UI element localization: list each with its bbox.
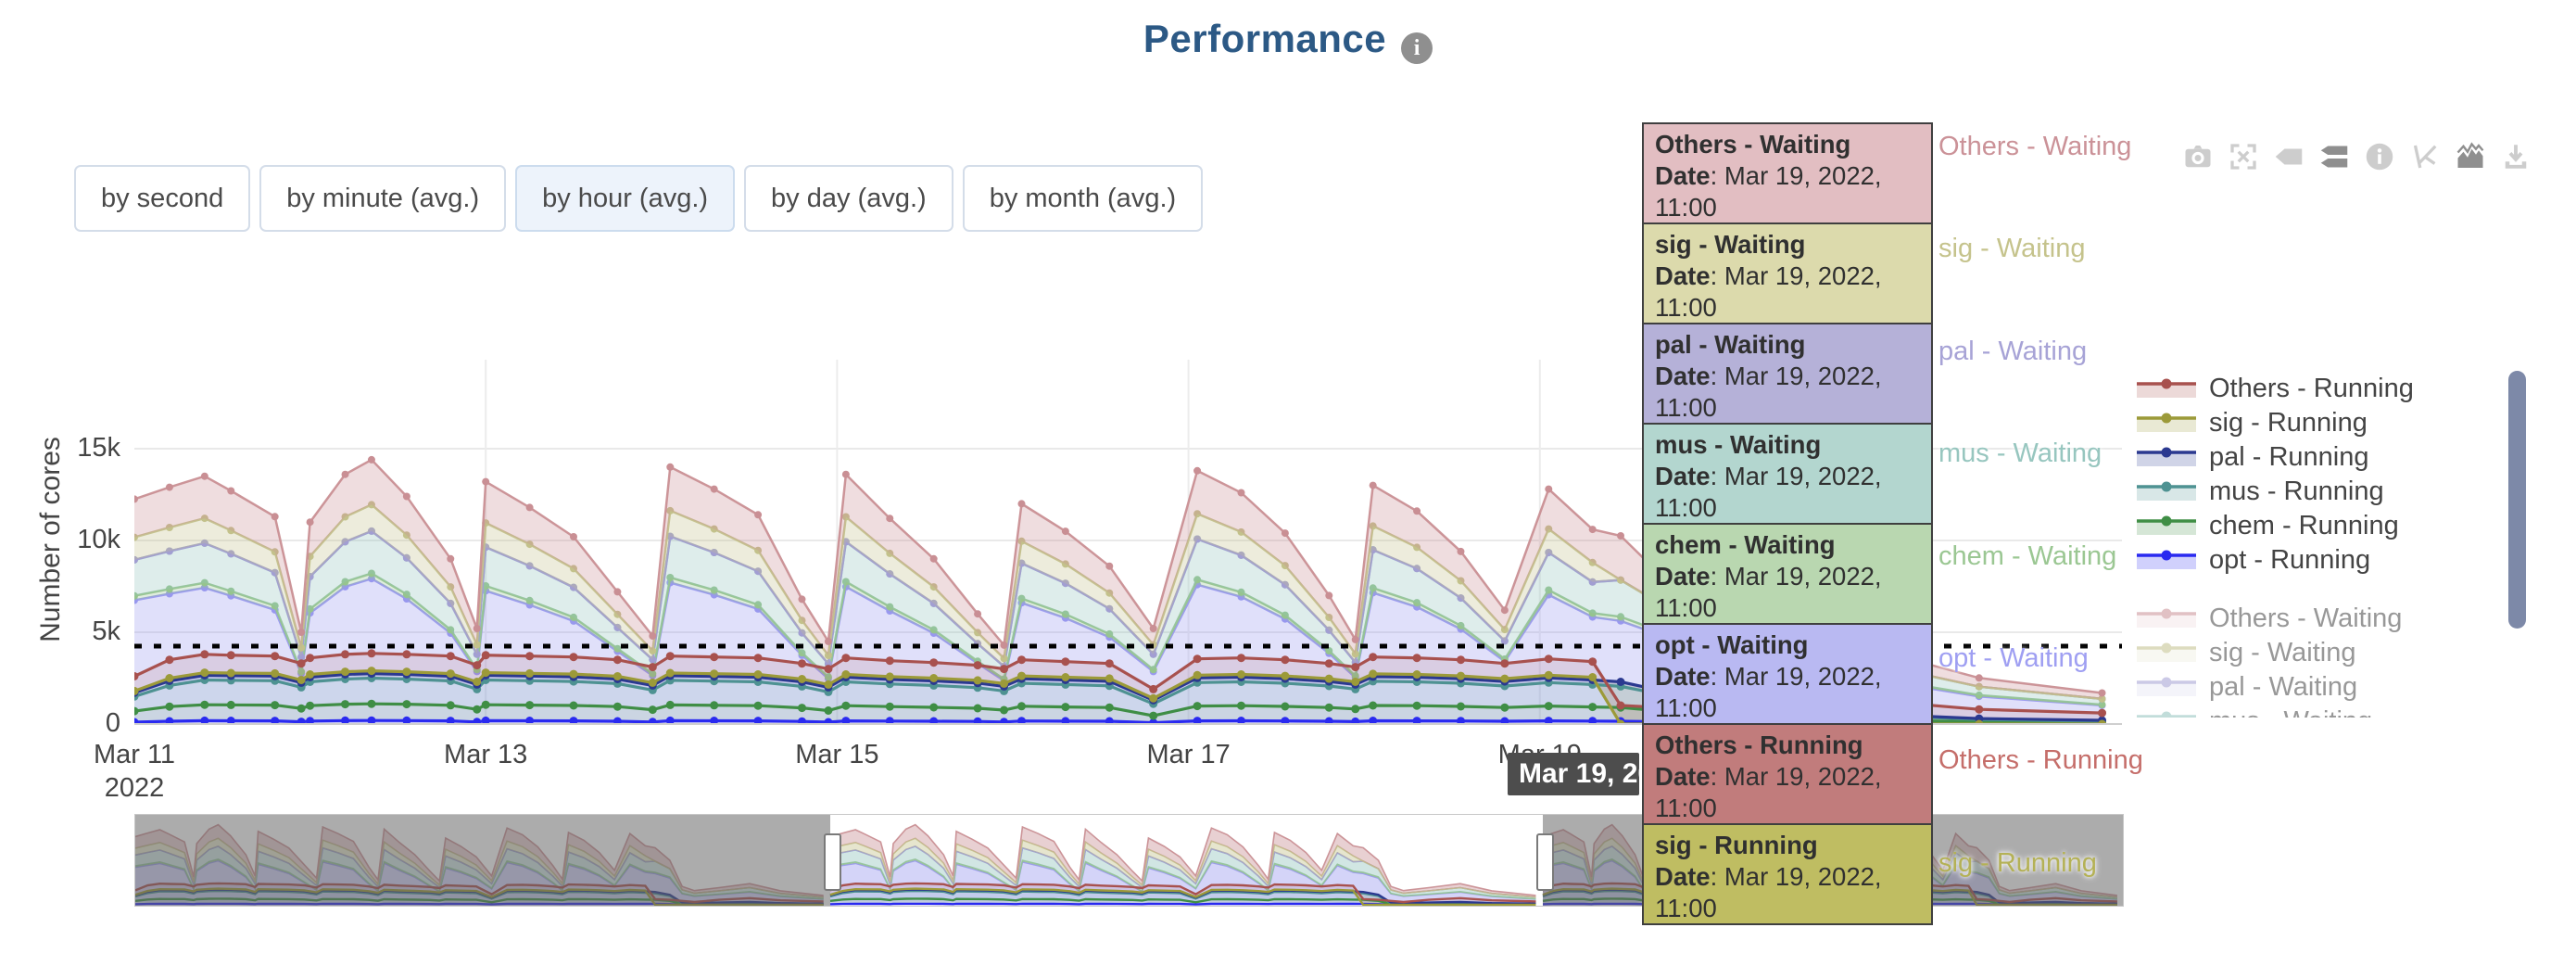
x-tick-label: Mar 11 (93, 740, 176, 769)
legend-item-pal-running[interactable]: pal - Running (2137, 441, 2369, 473)
x-tick-label: Mar 15 (795, 740, 879, 769)
legend-scrollbar[interactable] (2508, 371, 2526, 629)
legend-swatch (2137, 378, 2196, 398)
legend-label: opt - Running (2209, 544, 2371, 575)
legend-item-opt-running[interactable]: opt - Running (2137, 544, 2370, 576)
legend-item-mus-running[interactable]: mus - Running (2137, 476, 2384, 507)
main-chart-plot-area[interactable] (134, 360, 2122, 725)
legend-swatch (2137, 608, 2196, 628)
legend-item-others-waiting[interactable]: Others - Waiting (2137, 603, 2402, 634)
hover-side-label: opt - Waiting (1938, 643, 2089, 673)
legend-label: mus - Running (2209, 476, 2384, 506)
legend-label: sig - Waiting (2209, 637, 2356, 667)
hover-side-label: mus - Waiting (1938, 438, 2102, 469)
legend-label: pal - Running (2209, 441, 2369, 472)
hover-side-label: chem - Waiting (1938, 540, 2117, 571)
legend-item-mus-waiting[interactable]: mus - Waiting (2137, 705, 2372, 718)
legend-item-pal-waiting[interactable]: pal - Waiting (2137, 671, 2357, 703)
aggregation-buttons: by second by minute (avg.) by hour (avg.) b… (74, 165, 1204, 232)
hover-side-label: pal - Waiting (1938, 336, 2088, 366)
button-by-month-avg-[interactable]: by month (avg.) (962, 165, 1204, 232)
x-axis-hover-tooltip: Mar 19, 20 (1508, 753, 1639, 795)
range-slider-handle-left[interactable] (824, 833, 841, 891)
y-tick-label: 0 (105, 708, 120, 738)
hover-compare-icon[interactable] (2317, 139, 2351, 174)
legend-item-others-running[interactable]: Others - Running (2137, 373, 2414, 404)
x-tick-label: Mar 13 (444, 740, 528, 769)
range-slider-mask-left (135, 815, 830, 906)
button-by-hour-avg-[interactable]: by hour (avg.) (515, 165, 736, 232)
hover-single-icon[interactable] (2272, 139, 2305, 174)
legend: Others - Running sig - Running pal - Runni… (2137, 373, 2433, 718)
info-icon[interactable]: i (1401, 32, 1433, 64)
hover-side-label: sig - Waiting (1938, 234, 2086, 264)
legend-label: Others - Running (2209, 373, 2414, 403)
header: Performance i (0, 17, 2576, 64)
y-tick-label: 15k (77, 433, 120, 463)
legend-label: mus - Waiting (2209, 706, 2372, 718)
range-slider-handle-right[interactable] (1536, 833, 1554, 891)
x-tick-label: Mar 17 (1146, 740, 1231, 769)
y-tick-label: 10k (77, 525, 120, 554)
camera-icon[interactable] (2181, 139, 2215, 174)
legend-item-chem-running[interactable]: chem - Running (2137, 510, 2399, 541)
legend-swatch (2137, 550, 2196, 569)
legend-item-sig-waiting[interactable]: sig - Waiting (2137, 637, 2355, 668)
autoscale-icon[interactable] (2227, 139, 2260, 174)
legend-swatch (2137, 447, 2196, 466)
legend-label: pal - Waiting (2209, 671, 2358, 702)
page-title: Performance (1143, 17, 1387, 60)
legend-swatch (2137, 481, 2196, 501)
legend-item-sig-running[interactable]: sig - Running (2137, 407, 2368, 438)
hover-side-label: sig - Running (1938, 847, 2097, 878)
legend-label: sig - Running (2209, 407, 2368, 438)
legend-swatch (2137, 413, 2196, 432)
button-by-second[interactable]: by second (74, 165, 251, 232)
legend-label: Others - Waiting (2209, 603, 2403, 633)
rangeslider-icon[interactable] (2454, 139, 2487, 174)
legend-swatch (2137, 677, 2196, 696)
x-tick-year: 2022 (104, 773, 165, 803)
button-by-minute-avg-[interactable]: by minute (avg.) (259, 165, 507, 232)
hover-tooltip: Others - Waiting Date: Mar 19, 2022, 11:0… (1642, 122, 1933, 224)
hover-side-label: Others - Running (1938, 745, 2143, 776)
download-icon[interactable] (2499, 139, 2532, 174)
y-tick-label: 5k (92, 616, 120, 646)
legend-swatch (2137, 711, 2196, 718)
legend-label: chem - Running (2209, 510, 2399, 540)
hover-side-label: Others - Waiting (1938, 132, 2132, 161)
hover-tooltip-stack: Others - Waiting Date: Mar 19, 2022, 11:0… (1642, 122, 1933, 925)
modebar (2181, 139, 2532, 174)
spikelines-icon[interactable] (2408, 139, 2442, 174)
info-icon[interactable] (2363, 139, 2396, 174)
legend-swatch (2137, 515, 2196, 535)
hover-tooltip: Others - Running Date: Mar 19, 2022, 11:0… (1642, 723, 1933, 825)
legend-swatch (2137, 642, 2196, 662)
button-by-day-avg-[interactable]: by day (avg.) (744, 165, 953, 232)
